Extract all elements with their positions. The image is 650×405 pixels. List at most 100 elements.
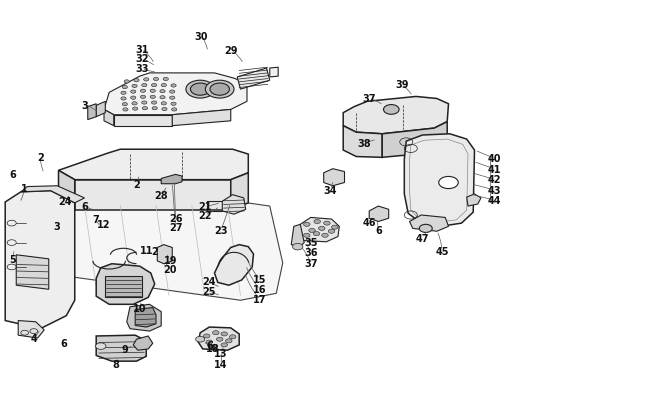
Polygon shape <box>105 276 142 298</box>
Polygon shape <box>21 186 84 203</box>
Text: 42: 42 <box>488 175 500 185</box>
Text: 30: 30 <box>195 32 208 41</box>
Text: 2: 2 <box>151 246 158 256</box>
Polygon shape <box>157 245 172 264</box>
Text: 6: 6 <box>81 202 88 211</box>
Circle shape <box>384 105 399 115</box>
Circle shape <box>328 230 335 234</box>
Polygon shape <box>343 97 448 134</box>
Text: 29: 29 <box>225 46 238 55</box>
Text: 22: 22 <box>198 211 211 220</box>
Circle shape <box>123 109 128 112</box>
Circle shape <box>151 102 157 105</box>
Circle shape <box>172 109 177 112</box>
Polygon shape <box>291 225 304 248</box>
Circle shape <box>314 220 320 224</box>
Text: 20: 20 <box>164 264 177 274</box>
Text: 21: 21 <box>198 202 211 211</box>
Circle shape <box>170 91 175 94</box>
Circle shape <box>171 103 176 106</box>
Circle shape <box>152 107 157 111</box>
Circle shape <box>309 229 315 233</box>
Text: 11: 11 <box>140 245 153 255</box>
Polygon shape <box>369 207 389 222</box>
Text: 31: 31 <box>135 45 148 54</box>
Polygon shape <box>75 180 231 211</box>
Text: 2: 2 <box>37 153 44 163</box>
Text: 38: 38 <box>358 139 370 149</box>
Text: 36: 36 <box>304 247 317 257</box>
Circle shape <box>161 102 166 106</box>
Circle shape <box>229 335 236 339</box>
Text: 5: 5 <box>10 254 16 264</box>
Text: 47: 47 <box>416 233 429 243</box>
Text: 13: 13 <box>214 348 227 358</box>
Circle shape <box>206 340 213 344</box>
Circle shape <box>205 81 234 99</box>
Text: 3: 3 <box>81 100 88 110</box>
Text: 39: 39 <box>395 80 408 90</box>
Circle shape <box>121 92 126 95</box>
Circle shape <box>122 103 127 107</box>
Circle shape <box>210 84 229 96</box>
Circle shape <box>142 107 148 111</box>
Circle shape <box>221 343 228 347</box>
Text: 45: 45 <box>436 246 448 256</box>
Circle shape <box>211 345 218 349</box>
Polygon shape <box>296 218 339 242</box>
Polygon shape <box>18 321 44 338</box>
Text: 40: 40 <box>488 154 500 164</box>
Polygon shape <box>343 126 382 158</box>
Text: 19: 19 <box>164 255 177 265</box>
Text: 7: 7 <box>92 215 99 224</box>
Text: 6: 6 <box>375 225 382 235</box>
Text: 1: 1 <box>21 183 28 193</box>
Text: 34: 34 <box>324 185 337 195</box>
Polygon shape <box>182 78 235 101</box>
Circle shape <box>203 334 210 338</box>
Text: 10: 10 <box>133 303 146 313</box>
Circle shape <box>419 225 432 233</box>
Circle shape <box>196 337 205 342</box>
Text: 33: 33 <box>135 64 148 74</box>
Polygon shape <box>104 74 247 115</box>
Text: 46: 46 <box>363 218 376 228</box>
Circle shape <box>304 234 310 238</box>
Text: 37: 37 <box>363 94 376 104</box>
Circle shape <box>134 79 139 83</box>
Polygon shape <box>133 336 153 350</box>
Text: 25: 25 <box>203 286 216 296</box>
Circle shape <box>142 84 147 87</box>
Polygon shape <box>382 122 447 158</box>
Circle shape <box>124 81 129 84</box>
Polygon shape <box>114 115 172 126</box>
Text: 37: 37 <box>304 258 317 268</box>
Text: 28: 28 <box>155 190 168 200</box>
Circle shape <box>324 222 330 226</box>
Polygon shape <box>135 308 156 327</box>
Circle shape <box>121 98 126 101</box>
Text: 6: 6 <box>10 169 16 179</box>
Text: 41: 41 <box>488 164 500 174</box>
Circle shape <box>133 108 138 111</box>
Polygon shape <box>44 203 283 301</box>
Circle shape <box>144 79 149 82</box>
Polygon shape <box>198 327 239 350</box>
Circle shape <box>313 232 320 236</box>
Polygon shape <box>127 305 161 331</box>
Polygon shape <box>222 195 246 215</box>
Circle shape <box>213 331 219 335</box>
Polygon shape <box>96 264 155 305</box>
Circle shape <box>132 102 137 106</box>
Polygon shape <box>214 245 254 286</box>
Circle shape <box>150 96 155 99</box>
Circle shape <box>221 332 228 336</box>
Polygon shape <box>5 191 75 329</box>
Circle shape <box>140 90 146 93</box>
Text: 24: 24 <box>203 277 216 286</box>
Circle shape <box>332 226 338 230</box>
Text: 8: 8 <box>112 360 119 369</box>
Polygon shape <box>270 68 278 78</box>
Circle shape <box>161 84 166 87</box>
Text: 6: 6 <box>206 340 213 350</box>
